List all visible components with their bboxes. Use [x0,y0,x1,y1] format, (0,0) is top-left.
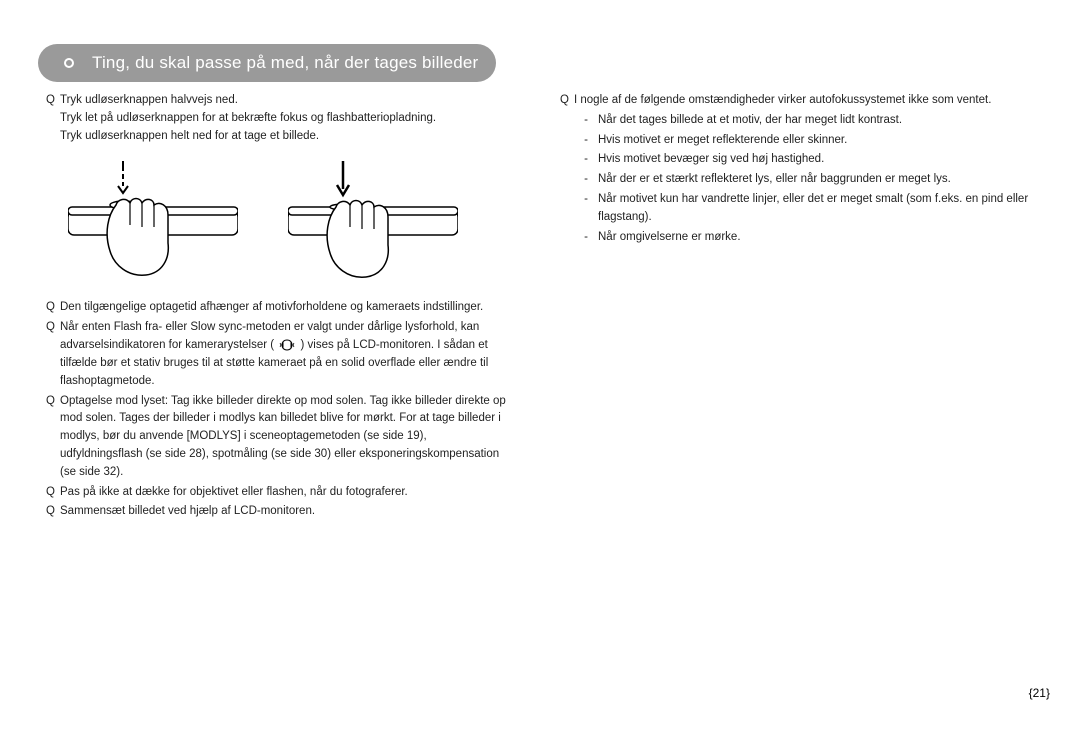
bullet-icon: Q [46,503,60,521]
left-column: Q Tryk udløserknappen halvvejs ned. Tryk… [46,92,506,523]
dash-icon: - [574,171,598,189]
dash-icon: - [574,191,598,227]
list-item: Q Den tilgængelige optagetid afhænger af… [46,299,506,317]
dash-icon: - [574,112,598,130]
bullet-icon: Q [560,92,574,110]
list-item: Q Pas på ikke at dække for objektivet el… [46,484,506,502]
bullet-body: Sammensæt billedet ved hjælp af LCD-moni… [60,503,506,521]
page-title: Ting, du skal passe på med, når der tage… [92,53,478,73]
sub-body: Når motivet kun har vandrette linjer, el… [598,191,1040,227]
bullet-body: Tryk udløserknappen halvvejs ned. Tryk l… [60,92,506,145]
title-bullet-icon [64,58,74,68]
list-item: - Hvis motivet bevæger sig ved høj hasti… [574,151,1040,169]
sub-body: Hvis motivet bevæger sig ved høj hastigh… [598,151,1040,169]
bullet-body: Når enten Flash fra- eller Slow sync-met… [60,319,506,390]
page-title-pill: Ting, du skal passe på med, når der tage… [38,44,496,82]
sub-body: Hvis motivet er meget reflekterende elle… [598,132,1040,150]
bullet-body: I nogle af de følgende omstændigheder vi… [574,92,1040,110]
hand-full-press-icon [288,155,458,285]
list-item: Q Optagelse mod lyset: Tag ikke billeder… [46,393,506,482]
list-item: - Når der er et stærkt reflekteret lys, … [574,171,1040,189]
dash-icon: - [574,132,598,150]
bullet-icon: Q [46,299,60,317]
bullet-icon: Q [46,484,60,502]
shutter-illustration [68,155,506,285]
hand-half-press-icon [68,155,238,285]
right-column: Q I nogle af de følgende omstændigheder … [560,92,1040,249]
page-number: {21} [1029,686,1050,700]
bullet-body: Optagelse mod lyset: Tag ikke billeder d… [60,393,506,482]
bullet-icon: Q [46,393,60,482]
list-item: - Når det tages billede at et motiv, der… [574,112,1040,130]
sub-body: Når omgivelserne er mørke. [598,229,1040,247]
list-item: Q I nogle af de følgende omstændigheder … [560,92,1040,110]
bullet-body: Den tilgængelige optagetid afhænger af m… [60,299,506,317]
list-item: Q Sammensæt billedet ved hjælp af LCD-mo… [46,503,506,521]
dash-icon: - [574,151,598,169]
bullet-icon: Q [46,92,60,145]
bullet-body: Pas på ikke at dække for objektivet elle… [60,484,506,502]
list-item: - Når motivet kun har vandrette linjer, … [574,191,1040,227]
text-line: Tryk let på udløserknappen for at bekræf… [60,110,506,128]
text-line: Tryk udløserknappen helt ned for at tage… [60,128,506,146]
sub-list: - Når det tages billede at et motiv, der… [560,112,1040,247]
sub-body: Når det tages billede at et motiv, der h… [598,112,1040,130]
sub-body: Når der er et stærkt reflekteret lys, el… [598,171,1040,189]
dash-icon: - [574,229,598,247]
list-item: - Hvis motivet er meget reflekterende el… [574,132,1040,150]
camera-shake-icon [279,339,295,351]
bullet-icon: Q [46,319,60,390]
text-line: Tryk udløserknappen halvvejs ned. [60,92,506,110]
list-item: - Når omgivelserne er mørke. [574,229,1040,247]
list-item: Q Tryk udløserknappen halvvejs ned. Tryk… [46,92,506,145]
list-item: Q Når enten Flash fra- eller Slow sync-m… [46,319,506,390]
